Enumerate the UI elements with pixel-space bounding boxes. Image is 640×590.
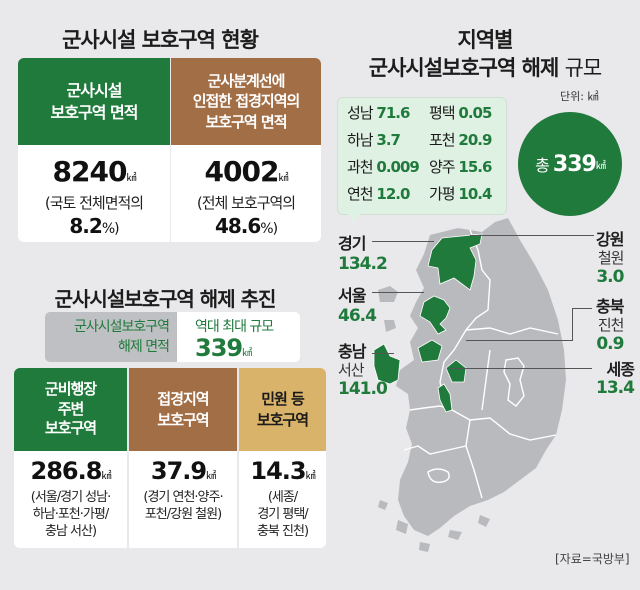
breakdown-item: 하남 3.7 xyxy=(347,131,401,149)
release-summary: 군사시설보호구역 해제 면적 역대 최대 규모 339㎢ xyxy=(45,312,300,362)
breakdown-item: 양주 15.6 xyxy=(429,158,492,176)
header-line: 보호구역 면적 xyxy=(205,112,287,131)
status-section-title: 군사시설 보호구역 현황 xyxy=(62,28,259,52)
header-line: 군비행장 xyxy=(44,380,97,399)
release-categories: 군비행장 주변 보호구역 286.8㎢ (서울/경기 성남· 하남·포천·가평/… xyxy=(14,368,326,548)
breakdown-item: 가평 10.4 xyxy=(429,185,492,203)
category-value: 286.8㎢ xyxy=(30,457,112,485)
map-section-title: 지역별 군사시설보호구역 해제 규모 xyxy=(340,26,630,82)
zone-seoul xyxy=(419,295,451,335)
zone-jincheon xyxy=(445,359,467,383)
category-header: 접경지역 보호구역 xyxy=(129,368,237,451)
map-title-line1: 지역별 xyxy=(457,28,514,52)
release-summary-label: 군사시설보호구역 해제 면적 xyxy=(45,312,177,362)
leader-line xyxy=(372,241,434,242)
area-percent: 8.2%) xyxy=(69,213,119,238)
leader-line xyxy=(372,292,424,293)
map-title-line2: 군사시설보호구역 해제 규모 xyxy=(368,56,602,80)
zone-chungnam-seosan xyxy=(373,343,401,385)
header-line: 민원 등 xyxy=(261,390,305,409)
gyeonggi-breakdown-box: 성남 71.6 평택 0.05 하남 3.7 포천 20.9 과천 0.009 … xyxy=(337,97,507,215)
area-note: (전체 보호구역의 xyxy=(196,194,296,212)
status-card-header: 군사분계선에 인접한 접경지역의 보호구역 면적 xyxy=(171,58,321,145)
release-category-airfield: 군비행장 주변 보호구역 286.8㎢ (서울/경기 성남· 하남·포천·가평/… xyxy=(14,368,127,548)
record-badge: 역대 최대 규모 xyxy=(195,319,274,335)
status-card-body: 8240㎢ (국토 전체면적의 8.2%) xyxy=(18,145,170,242)
unit-note: 단위: ㎢ xyxy=(560,90,599,103)
region-label-gyeonggi: 경기 134.2 xyxy=(338,234,388,274)
zone-pyeongtaek xyxy=(417,339,443,363)
release-category-border: 접경지역 보호구역 37.9㎢ (경기 연천·양주· 포천/강원 철원) xyxy=(129,368,237,548)
leader-line xyxy=(450,368,592,369)
summary-label-line: 군사시설보호구역 xyxy=(73,319,170,335)
category-body: 14.3㎢ (세종/ 경기 평택/ 충북 진천) xyxy=(239,451,326,548)
category-value: 37.9㎢ xyxy=(150,457,216,485)
category-detail: (세종/ 경기 평택/ 충북 진천) xyxy=(256,490,309,539)
release-summary-value: 역대 최대 규모 339㎢ xyxy=(177,312,300,362)
region-label-sejong: 세종 13.4 xyxy=(596,360,635,398)
category-header: 군비행장 주변 보호구역 xyxy=(14,368,127,451)
region-label-chungnam: 충남 서산 141.0 xyxy=(338,342,388,399)
release-total: 339㎢ xyxy=(195,334,252,362)
category-detail: (서울/경기 성남· 하남·포천·가평/ 충남 서산) xyxy=(30,490,111,539)
header-line: 주변 xyxy=(57,399,85,418)
status-card-body: 4002㎢ (전체 보호구역의 48.6%) xyxy=(171,145,321,242)
area-value: 4002㎢ xyxy=(204,155,289,188)
category-value: 14.3㎢ xyxy=(250,457,315,485)
category-detail: (경기 연천·양주· 포천/강원 철원) xyxy=(143,490,223,522)
breakdown-item: 평택 0.05 xyxy=(429,104,492,122)
zone-sejong xyxy=(437,383,453,413)
summary-label-line: 해제 면적 xyxy=(118,339,170,355)
release-section-title: 군사시설보호구역 해제 추진 xyxy=(54,287,277,311)
header-line: 보호구역 xyxy=(157,410,209,429)
status-card-header: 군사시설 보호구역 면적 xyxy=(18,58,170,145)
region-label-chungbuk: 충북 진천 0.9 xyxy=(596,297,624,354)
category-body: 37.9㎢ (경기 연천·양주· 포천/강원 철원) xyxy=(129,451,237,548)
source-note: [자료=국방부] xyxy=(555,552,630,566)
zone-gyeonggi-north xyxy=(427,233,483,291)
leader-line xyxy=(466,340,573,341)
release-category-civil: 민원 등 보호구역 14.3㎢ (세종/ 경기 평택/ 충북 진천) xyxy=(239,368,326,548)
category-header: 민원 등 보호구역 xyxy=(239,368,326,451)
header-line: 군사시설 xyxy=(66,80,123,100)
leader-line xyxy=(572,308,592,309)
area-percent: 48.6%) xyxy=(214,213,278,238)
header-line: 군사분계선에 xyxy=(207,72,286,91)
breakdown-item: 성남 71.6 xyxy=(347,104,410,122)
area-value: 8240㎢ xyxy=(52,155,137,188)
breakdown-item: 포천 20.9 xyxy=(429,131,492,149)
region-label-seoul: 서울 46.4 xyxy=(338,286,377,326)
header-line: 보호구역 xyxy=(256,410,309,429)
header-line: 보호구역 면적 xyxy=(50,102,139,122)
category-body: 286.8㎢ (서울/경기 성남· 하남·포천·가평/ 충남 서산) xyxy=(14,451,127,548)
breakdown-item: 연천 12.0 xyxy=(347,185,410,203)
leader-line xyxy=(470,235,594,236)
header-line: 접경지역 xyxy=(157,390,209,409)
header-line: 보호구역 xyxy=(44,419,97,438)
total-circle: 총 339 ㎢ xyxy=(518,112,622,216)
korea-map xyxy=(373,218,566,552)
header-line: 인접한 접경지역의 xyxy=(192,92,301,111)
status-card-military: 군사시설 보호구역 면적 8240㎢ (국토 전체면적의 8.2%) xyxy=(18,58,170,242)
status-card-border-area: 군사분계선에 인접한 접경지역의 보호구역 면적 4002㎢ (전체 보호구역의… xyxy=(171,58,321,242)
region-label-gangwon: 강원 철원 3.0 xyxy=(596,230,624,287)
leader-line xyxy=(572,308,573,340)
breakdown-pointer xyxy=(348,214,360,224)
area-note: (국토 전체면적의 xyxy=(44,194,144,212)
leader-line xyxy=(372,353,394,354)
breakdown-item: 과천 0.009 xyxy=(347,158,420,176)
